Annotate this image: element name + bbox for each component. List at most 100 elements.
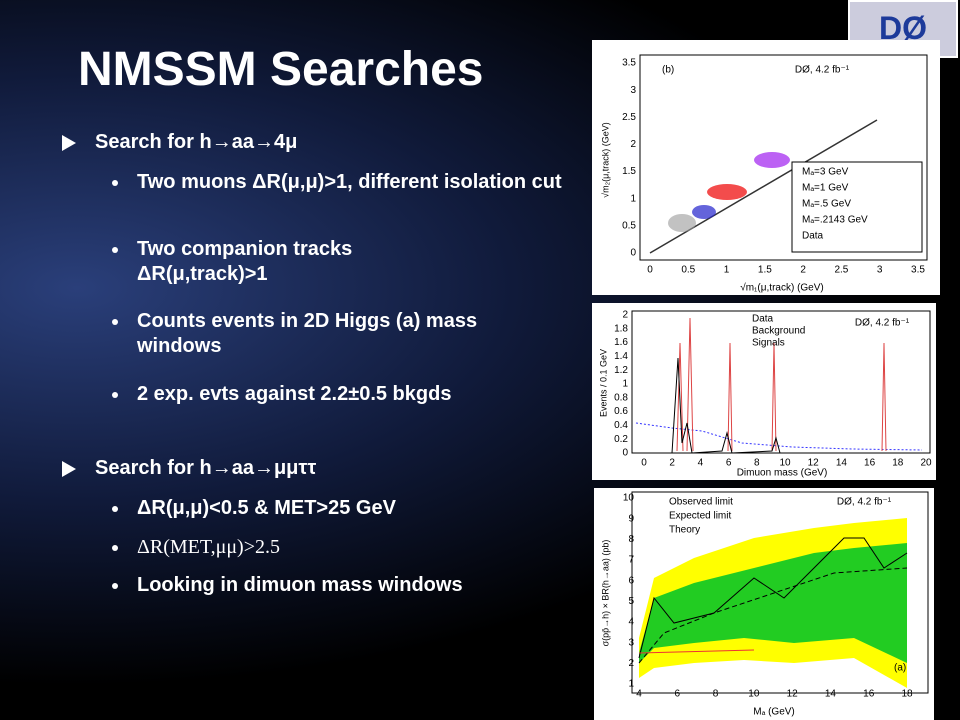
- x-tick-label: 4: [698, 458, 704, 469]
- x-tick-label: 16: [864, 458, 876, 469]
- y-tick-label: 2: [628, 658, 634, 669]
- cluster: [692, 205, 716, 219]
- legend-box: [791, 161, 923, 253]
- bullet-icon: [112, 247, 118, 253]
- legend-entry: Mₐ=.2143 GeV: [802, 215, 868, 226]
- y-tick-label: 1: [628, 679, 634, 690]
- bullet-text: 2 exp. evts against 2.2±0.5 bkgds: [137, 383, 452, 405]
- y-tick-label: 1.6: [614, 337, 628, 348]
- bullet-text: Two companion tracks ΔR(μ,track)>1: [137, 238, 353, 285]
- x-tick-label: 18: [901, 689, 913, 700]
- y-tick-label: 0: [630, 248, 636, 259]
- signal-curve: [671, 357, 781, 454]
- y-tick-label: 8: [628, 534, 634, 545]
- section-heading: Search for h→aa→4μ: [95, 131, 298, 153]
- bullet-text: Looking in dimuon mass windows: [137, 574, 463, 596]
- bullet-text: ΔR(MET,μμ)>2.5: [137, 536, 280, 558]
- y-tick-label: 2: [622, 310, 628, 321]
- x-tick-label: 1.5: [758, 265, 772, 276]
- y-tick-label: 1.5: [622, 166, 636, 177]
- y-tick-label: 0.5: [622, 220, 636, 231]
- x-tick-label: 8: [754, 458, 760, 469]
- bullet-icon: [112, 583, 118, 589]
- panel-label: (a): [894, 663, 906, 674]
- x-tick-label: 3: [877, 265, 883, 276]
- slide-title: NMSSM Searches: [78, 43, 484, 96]
- y-tick-label: 9: [628, 513, 634, 524]
- y-tick-label: 1: [622, 379, 628, 390]
- x-tick-label: 6: [726, 458, 732, 469]
- figure: 0 2 4 6 8 10 12 14 16 18 20 0 0.2 0.4 0.6 0.8 1 1.2 1.4 1.6…: [592, 303, 936, 480]
- y-tick-label: 3: [630, 85, 636, 96]
- x-tick-label: 18: [892, 458, 904, 469]
- y-tick-label: 0.8: [614, 392, 628, 403]
- y-axis-label: √m₂(μ,track) (GeV): [600, 122, 610, 198]
- bullet-icon: [112, 180, 118, 186]
- legend-entry: Mₐ=1 GeV: [802, 183, 849, 194]
- legend-entry: Expected limit: [669, 511, 731, 522]
- x-axis-label: Mₐ (GeV): [753, 707, 795, 718]
- x-tick-label: 2: [669, 458, 675, 469]
- y-axis-label: Events / 0.1 GeV: [598, 349, 608, 417]
- note: DØ, 4.2 fb⁻¹: [795, 65, 850, 76]
- bullet-icon: [112, 392, 118, 398]
- note: DØ, 4.2 fb⁻¹: [837, 497, 892, 508]
- legend-entry: Background: [752, 326, 805, 337]
- x-tick-label: 10: [779, 458, 791, 469]
- frame: [631, 491, 929, 694]
- x-tick-label: 12: [787, 689, 799, 700]
- y-tick-label: 0: [622, 448, 628, 459]
- y-tick-label: 1: [630, 193, 636, 204]
- x-tick-label: 16: [863, 689, 875, 700]
- y-tick-label: 10: [623, 493, 635, 504]
- x-tick-label: 3.5: [911, 265, 925, 276]
- y-tick-label: 1.8: [614, 323, 628, 334]
- bullet-text: Two muons ΔR(μ,μ)>1, different isolation…: [137, 171, 562, 193]
- bullet-icon: [112, 545, 118, 551]
- x-tick-label: 10: [748, 689, 760, 700]
- y-tick-label: 1.2: [614, 365, 628, 376]
- x-axis-label: Dimuon mass (GeV): [737, 468, 828, 479]
- y-tick-label: 4: [628, 617, 634, 628]
- bullet-text: ΔR(μ,μ)<0.5 & MET>25 GeV: [137, 497, 396, 519]
- y-tick-label: 3.5: [622, 58, 636, 69]
- x-tick-label: 0: [647, 265, 653, 276]
- x-tick-label: 2.5: [834, 265, 848, 276]
- legend-entry: Data: [752, 314, 774, 325]
- theory-line: [638, 649, 755, 654]
- cluster: [668, 214, 696, 232]
- figure: 0 0.5 1 1.5 2 2.5 3 3.5 0 0.5 1 1.5 2 2.5 3 3.5 √m₁(μ,tr…: [592, 40, 940, 295]
- y-tick-label: 7: [628, 555, 634, 566]
- legend-entry: Data: [802, 231, 824, 242]
- x-tick-label: 8: [713, 689, 719, 700]
- y-tick-label: 2: [630, 139, 636, 150]
- panel-label: (b): [662, 65, 674, 76]
- legend-entry: Theory: [669, 525, 700, 536]
- x-tick-label: 1: [724, 265, 730, 276]
- bullet-icon: [62, 135, 76, 151]
- y-tick-label: 2.5: [622, 112, 636, 123]
- x-tick-label: 14: [825, 689, 837, 700]
- x-tick-label: 20: [920, 458, 932, 469]
- y-axis-label: σ(pp̄→h) × BR(h→aa) (pb): [600, 540, 610, 647]
- legend-entry: Mₐ=.5 GeV: [802, 199, 851, 210]
- x-tick-label: 2: [800, 265, 806, 276]
- y-tick-label: 6: [628, 575, 634, 586]
- bullet-text: Counts events in 2D Higgs (a) mass windo…: [137, 310, 478, 357]
- y-tick-label: 3: [628, 637, 634, 648]
- bullet-icon: [112, 506, 118, 512]
- x-tick-label: 4: [636, 689, 642, 700]
- section-heading: Search for h→aa→μμττ: [95, 457, 317, 479]
- y-tick-label: 5: [628, 596, 634, 607]
- background-curve: [635, 422, 923, 451]
- y-tick-label: 0.2: [614, 434, 628, 445]
- y-tick-label: 1.4: [614, 351, 628, 362]
- legend-entry: Observed limit: [669, 497, 733, 508]
- legend-entry: Mₐ=3 GeV: [802, 167, 849, 178]
- note: DØ, 4.2 fb⁻¹: [855, 318, 910, 329]
- frame: [639, 54, 928, 261]
- x-tick-label: 0.5: [681, 265, 695, 276]
- frame: [631, 310, 931, 454]
